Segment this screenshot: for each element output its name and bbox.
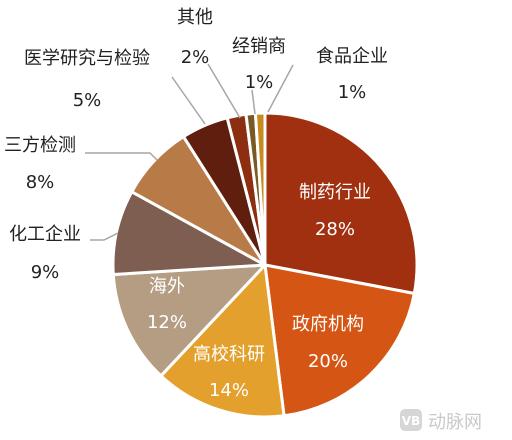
- slice-category-label-10: 食品企业: [316, 46, 388, 67]
- slice-category-label-4: 海外: [149, 276, 185, 297]
- pie-slices: [111, 111, 419, 419]
- slice-category-label-7: 医学研究与检验: [24, 48, 150, 69]
- slice-value-label-3: 14%: [209, 380, 249, 401]
- pie-slice-2: [263, 263, 416, 418]
- slice-labels: 制药行业 28% 政府机构 20% 高校科研 14% 海外 12% 化工企业 9% 三方检测 8% 医学…: [4, 7, 388, 401]
- leader-line-8: [207, 63, 241, 119]
- watermark-text: 动脉网: [428, 412, 482, 432]
- leader-line-7: [171, 76, 206, 125]
- slice-category-label-5: 化工企业: [9, 224, 81, 245]
- slice-category-label-3: 高校科研: [193, 344, 265, 365]
- pie-slice-4: [111, 263, 267, 378]
- svg-text:VB: VB: [402, 414, 420, 428]
- slice-value-label-2: 20%: [308, 351, 348, 372]
- slice-category-label-6: 三方检测: [4, 135, 76, 156]
- vb-logo-icon: VB: [400, 409, 422, 431]
- leader-line-6: [85, 152, 158, 161]
- slice-value-label-6: 8%: [26, 172, 55, 193]
- pie-slice-5: [111, 190, 267, 277]
- slice-value-label-8: 2%: [181, 47, 210, 68]
- slice-value-label-4: 12%: [147, 312, 187, 333]
- leader-line-10: [267, 64, 294, 113]
- leader-line-9: [251, 89, 256, 115]
- slice-value-label-9: 1%: [245, 72, 274, 93]
- slice-value-label-10: 1%: [338, 82, 367, 103]
- watermark: VB 动脉网: [400, 409, 482, 432]
- leader-lines: [85, 63, 294, 241]
- slice-category-label-9: 经销商: [232, 36, 286, 57]
- leader-line-5: [90, 232, 119, 241]
- slice-value-label-1: 28%: [315, 219, 355, 240]
- slice-value-label-7: 5%: [73, 90, 102, 111]
- slice-category-label-8: 其他: [177, 7, 213, 28]
- pie-slice-3: [159, 263, 286, 419]
- slice-value-label-5: 9%: [31, 262, 60, 283]
- slice-category-label-1: 制药行业: [299, 182, 371, 203]
- pie-slice-1: [263, 111, 419, 295]
- slice-category-label-2: 政府机构: [292, 314, 364, 335]
